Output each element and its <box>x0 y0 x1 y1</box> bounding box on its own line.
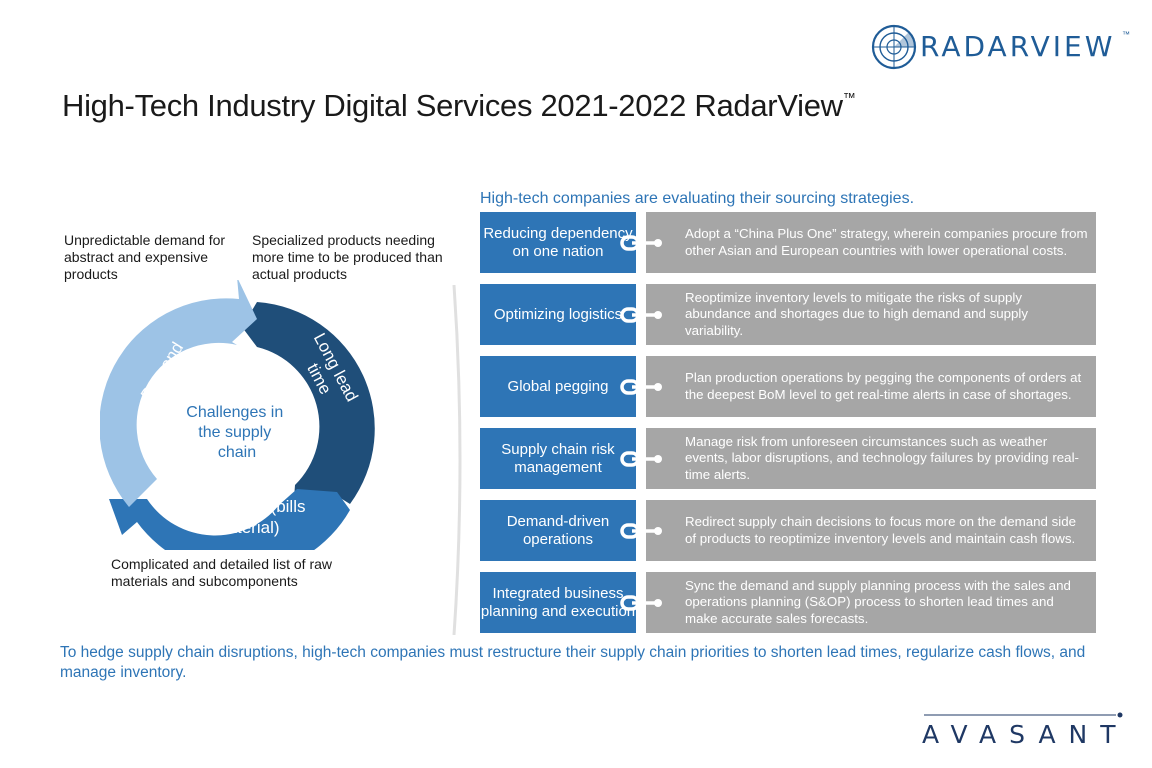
cycle-center-line2: the supply <box>198 424 271 441</box>
avasant-logo-text: AVASANT <box>922 720 1129 749</box>
cycle-segment-detailed-bom <box>109 489 350 550</box>
sourcing-heading: High-tech companies are evaluating their… <box>480 190 915 207</box>
page-title-text: High-Tech Industry Digital Services 2021… <box>62 88 843 123</box>
page-title-tm: ™ <box>842 90 856 105</box>
avasant-underline-icon <box>924 712 1123 718</box>
link-connector-icon <box>620 307 662 323</box>
chevron-divider-icon <box>452 285 462 635</box>
strategy-description: Sync the demand and supply planning proc… <box>646 572 1096 633</box>
strategy-row: Demand-driven operations Redirect supply… <box>480 500 1096 561</box>
strategy-description: Redirect supply chain decisions to focus… <box>646 500 1096 561</box>
strategy-row: Global pegging Plan production operation… <box>480 356 1096 417</box>
link-connector-icon <box>620 595 662 611</box>
link-connector-icon <box>620 523 662 539</box>
radarview-logo-text: RADARVIEW <box>920 30 1116 63</box>
link-connector-icon <box>620 235 662 251</box>
strategy-label: Supply chain risk management <box>480 428 636 489</box>
caption-demand-dynamics: Unpredictable demand for abstract and ex… <box>64 232 226 282</box>
supply-chain-cycle-diagram: Challenges in the supply chain Demand dy… <box>100 280 375 550</box>
radarview-tm: ™ <box>1122 30 1130 39</box>
strategy-description: Adopt a “China Plus One” strategy, where… <box>646 212 1096 273</box>
cycle-segment-demand-dynamics <box>100 280 257 507</box>
strategy-label: Optimizing logistics <box>480 284 636 345</box>
strategy-description: Plan production operations by pegging th… <box>646 356 1096 417</box>
cycle-center-line3: chain <box>218 444 256 461</box>
strategy-description: Reoptimize inventory levels to mitigate … <box>646 284 1096 345</box>
link-connector-icon <box>620 379 662 395</box>
cycle-bom-line1: Detailed BoM (bills <box>164 497 306 516</box>
strategy-label: Global pegging <box>480 356 636 417</box>
strategy-label: Demand-driven operations <box>480 500 636 561</box>
cycle-center-line1: Challenges in <box>186 404 283 421</box>
strategy-row: Supply chain risk management Manage risk… <box>480 428 1096 489</box>
strategy-description: Manage risk from unforeseen circumstance… <box>646 428 1096 489</box>
caption-detailed-bom: Complicated and detailed list of raw mat… <box>111 556 333 589</box>
strategy-row: Integrated business planning and executi… <box>480 572 1096 633</box>
strategy-row: Reducing dependency on one nation Adopt … <box>480 212 1096 273</box>
cycle-center-text: Challenges in the supply chain <box>186 404 287 461</box>
radarview-logo-icon <box>871 24 917 70</box>
conclusion-text: To hedge supply chain disruptions, high-… <box>60 644 1086 681</box>
strategy-label: Integrated business planning and executi… <box>480 572 636 633</box>
cycle-bom-line2: of material) <box>194 518 279 537</box>
caption-long-lead-time: Specialized products needing more time t… <box>252 232 443 282</box>
strategy-label: Reducing dependency on one nation <box>480 212 636 273</box>
cycle-bom-label: Detailed BoM (bills of material) <box>164 497 310 537</box>
link-connector-icon <box>620 451 662 467</box>
cycle-segment-long-lead-time <box>242 302 375 525</box>
strategy-row: Optimizing logistics Reoptimize inventor… <box>480 284 1096 345</box>
page-title: High-Tech Industry Digital Services 2021… <box>62 88 856 124</box>
